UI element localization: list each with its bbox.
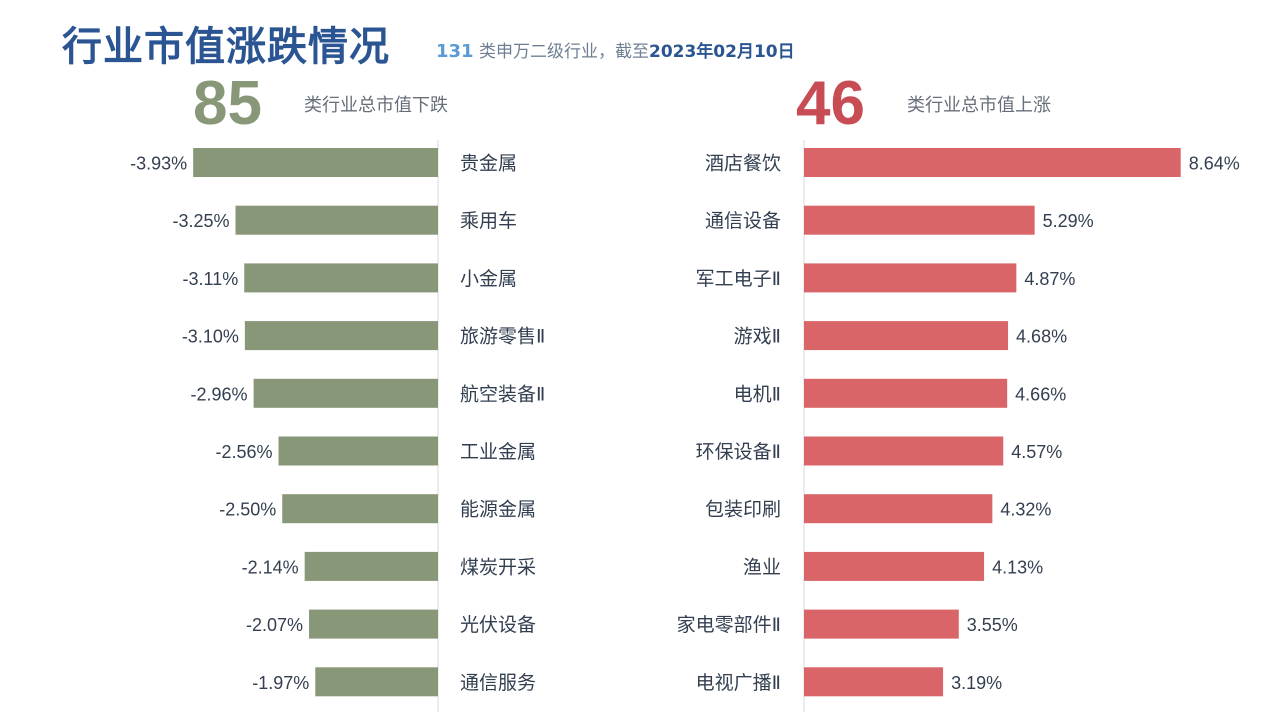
up-category-label: 渔业 <box>743 556 781 578</box>
down-caption: 类行业总市值下跌 <box>304 95 448 116</box>
up-category-label: 家电零部件Ⅱ <box>677 614 781 636</box>
up-category-label: 电视广播Ⅱ <box>696 672 781 694</box>
up-value-label: 4.68% <box>1016 327 1067 347</box>
down-count: 85 <box>193 69 262 138</box>
up-bar <box>804 378 1008 408</box>
down-value-label: -2.50% <box>219 500 276 520</box>
up-caption: 类行业总市值上涨 <box>907 95 1051 116</box>
down-category-label: 工业金属 <box>460 441 536 463</box>
up-value-label: 4.66% <box>1015 384 1066 404</box>
up-category-label: 电机Ⅱ <box>734 383 781 405</box>
down-bar <box>315 667 438 697</box>
down-value-label: -2.56% <box>215 442 272 462</box>
up-value-label: 4.57% <box>1011 442 1062 462</box>
down-bar <box>309 609 438 639</box>
industry-count: 131 <box>436 41 474 62</box>
down-bar <box>193 148 438 177</box>
down-category-label: 旅游零售Ⅱ <box>460 326 545 348</box>
down-value-label: -2.14% <box>242 557 299 577</box>
down-bar <box>282 494 438 524</box>
down-value-label: -3.11% <box>183 269 239 289</box>
up-value-label: 3.19% <box>951 673 1002 693</box>
down-bar <box>235 205 438 235</box>
down-category-label: 光伏设备 <box>460 614 536 636</box>
down-bar <box>244 321 438 351</box>
up-bar <box>804 321 1009 351</box>
down-value-label: -3.10% <box>182 327 239 347</box>
up-category-label: 酒店餐饮 <box>705 153 781 175</box>
up-bar <box>804 148 1181 177</box>
up-bar <box>804 551 985 581</box>
up-bar <box>804 494 993 524</box>
up-bar <box>804 205 1035 235</box>
down-bar <box>304 551 438 581</box>
subtitle-desc: 类申万二级行业，截至 <box>478 42 649 62</box>
up-bar <box>804 263 1017 293</box>
up-value-label: 5.29% <box>1043 211 1094 231</box>
down-value-label: -2.07% <box>246 615 303 635</box>
down-category-label: 乘用车 <box>460 210 517 232</box>
down-bar <box>253 378 438 408</box>
down-bar <box>278 436 438 466</box>
up-category-label: 通信设备 <box>705 210 781 232</box>
up-value-label: 8.64% <box>1189 154 1240 174</box>
up-category-label: 军工电子Ⅱ <box>696 268 781 290</box>
down-category-label: 通信服务 <box>460 672 536 694</box>
up-value-label: 4.87% <box>1024 269 1075 289</box>
down-value-label: -2.96% <box>191 384 248 404</box>
up-bar <box>804 436 1004 466</box>
up-category-label: 游戏Ⅱ <box>734 326 781 348</box>
page-title: 行业市值涨跌情况 <box>62 24 390 70</box>
up-category-label: 环保设备Ⅱ <box>696 441 781 463</box>
down-value-label: -1.97% <box>252 673 309 693</box>
down-category-label: 煤炭开采 <box>460 556 536 578</box>
up-bar <box>804 667 944 697</box>
up-value-label: 3.55% <box>967 615 1018 635</box>
down-category-label: 航空装备Ⅱ <box>460 383 545 405</box>
up-count: 46 <box>796 69 865 138</box>
page-subtitle: 131 类申万二级行业，截至2023年02月10日 <box>436 37 795 62</box>
down-value-label: -3.93% <box>130 154 187 174</box>
down-bar <box>244 263 438 293</box>
down-value-label: -3.25% <box>172 211 229 231</box>
up-category-label: 包装印刷 <box>705 499 781 521</box>
subtitle-date: 2023年02月10日 <box>648 42 795 62</box>
up-value-label: 4.32% <box>1000 500 1051 520</box>
down-category-label: 贵金属 <box>460 153 517 175</box>
up-bar <box>804 609 959 639</box>
down-category-label: 能源金属 <box>460 499 536 521</box>
down-category-label: 小金属 <box>460 268 517 290</box>
up-value-label: 4.13% <box>992 557 1043 577</box>
